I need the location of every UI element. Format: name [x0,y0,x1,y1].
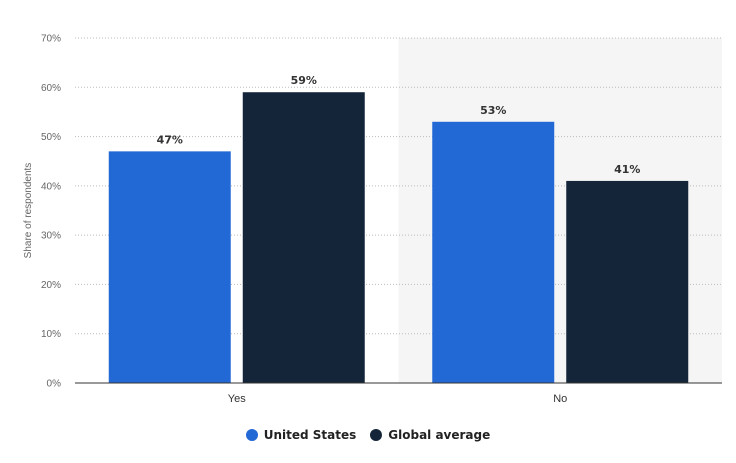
legend: United States Global average [0,428,736,442]
y-axis-title: Share of respondents [23,163,34,259]
y-axis-ticks: 0% 10% 20% 30% 40% 50% 60% 70% [41,34,61,390]
bar-global-average-yes[interactable] [242,92,365,383]
legend-item-united-states[interactable]: United States [245,428,357,442]
bar-united-states-yes[interactable] [108,151,231,383]
data-label-united-states-yes: 47% [157,133,183,146]
legend-item-global-average[interactable]: Global average [370,428,490,442]
bar-global-average-no[interactable] [566,180,689,383]
legend-label-global-average: Global average [388,428,491,442]
x-axis-ticks: Yes No [228,393,568,405]
y-tick-label: 70% [41,34,61,45]
bar-united-states-no[interactable] [432,121,555,384]
data-labels: 47% 59% 53% 41% [157,74,641,176]
data-label-united-states-no: 53% [480,104,506,117]
x-tick-label-no: No [553,393,567,405]
data-label-global-average-no: 41% [614,163,640,176]
legend-swatch-united-states [245,429,258,441]
bars [108,92,689,384]
x-tick-label-yes: Yes [228,393,246,405]
y-tick-label: 50% [41,132,61,143]
legend-label-united-states: United States [263,428,357,442]
y-tick-label: 10% [41,329,61,340]
y-tick-label: 30% [41,231,61,242]
y-tick-label: 0% [47,379,62,390]
y-tick-label: 20% [41,280,61,291]
y-tick-label: 40% [41,181,61,192]
legend-swatch-global-average [370,429,383,441]
data-label-global-average-yes: 59% [291,74,317,87]
y-tick-label: 60% [41,83,61,94]
